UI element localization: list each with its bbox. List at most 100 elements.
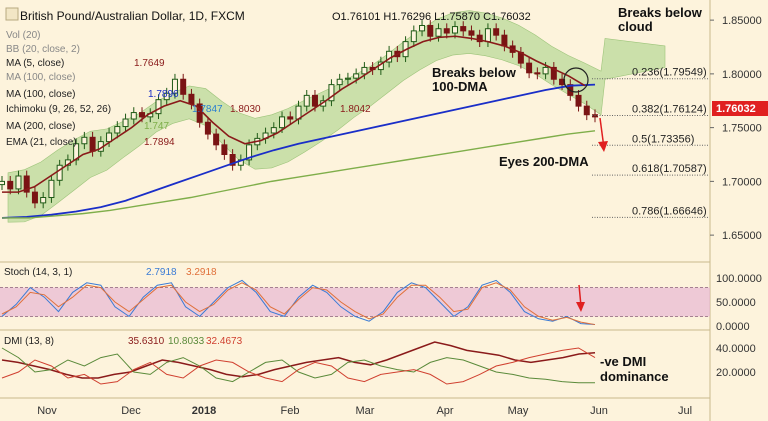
stoch-k-value: 2.7918 xyxy=(146,267,177,278)
indicator-row[interactable]: MA (100, close) xyxy=(6,72,75,83)
candle-body xyxy=(171,78,178,94)
candle-body xyxy=(130,112,137,120)
fib-label: 0.236(1.79549) xyxy=(632,67,707,79)
candle-body xyxy=(89,136,96,152)
indicator-value: 1.7896 xyxy=(148,89,179,100)
candle-body xyxy=(31,191,38,204)
indicator-row[interactable]: MA (100, close) 1.7896 xyxy=(6,89,179,100)
time-tick-label: 2018 xyxy=(192,405,216,417)
dmi-adx-value: 35.6310 xyxy=(128,336,165,347)
price-tick-label: 1.80000 xyxy=(722,69,762,81)
candle-body xyxy=(410,30,417,43)
time-tick-label: May xyxy=(508,405,529,417)
indicator-name: MA (200, close) xyxy=(6,121,75,132)
time-tick-label: Jun xyxy=(590,405,608,417)
dmi-legend: DMI (13, 8) 35.6310 10.8033 32.4673 xyxy=(4,336,243,347)
dmi-minus-line xyxy=(1,347,596,385)
candle-body xyxy=(451,26,458,34)
indicator-value: 1.7894 xyxy=(144,137,175,148)
candle-body xyxy=(106,132,113,143)
candle-body xyxy=(493,28,500,36)
indicator-row[interactable]: MA (200, close) 1.747 xyxy=(6,121,169,132)
ma100-line xyxy=(1,83,596,219)
candle-body xyxy=(303,94,310,107)
fib-label: 0.5(1.73356) xyxy=(632,133,694,145)
annotation-cloud-line1: Breaks below xyxy=(618,5,703,20)
indicator-value: 1.8030 xyxy=(230,104,261,115)
ma-lines xyxy=(1,35,596,219)
candle-body xyxy=(56,164,63,181)
candle-body xyxy=(311,94,318,107)
annotation-dmi-line2: dominance xyxy=(600,369,669,384)
fib-label: 0.618(1.70587) xyxy=(632,163,707,175)
chart-header: British Pound/Australian Dollar, 1D, FXC… xyxy=(5,7,531,23)
ema21-line xyxy=(2,35,586,193)
dmi-plus-value: 10.8033 xyxy=(168,336,205,347)
indicator-value: 1.7847 xyxy=(192,104,223,115)
dmi-minus-value: 32.4673 xyxy=(206,336,243,347)
candle-body xyxy=(221,144,228,155)
candle-body xyxy=(435,28,442,37)
fibonacci-levels: 0.236(1.79549) 0.382(1.76124) 0.5(1.73356)… xyxy=(592,67,708,218)
indicator-value: 1.7649 xyxy=(134,58,165,69)
candle-body xyxy=(460,26,467,32)
candle-body xyxy=(476,34,483,43)
candle-body xyxy=(0,180,5,186)
ma200-line xyxy=(2,130,596,219)
candle-body xyxy=(163,92,170,101)
price-tick-label: 1.75000 xyxy=(722,123,762,135)
stoch-d-line xyxy=(1,282,596,326)
annotation-cloud-line2: cloud xyxy=(618,19,653,34)
dmi-pane: 20.0000 40.0000 xyxy=(1,341,756,385)
highlight-circle xyxy=(563,67,589,93)
stoch-pane: 0.0000 50.0000 100.0000 xyxy=(0,273,762,333)
candle-body xyxy=(287,116,294,120)
stoch-k-line xyxy=(1,279,596,326)
candle-body xyxy=(575,94,582,107)
candle-body xyxy=(484,28,491,43)
fib-label: 0.786(1.66646) xyxy=(632,205,707,217)
indicator-row[interactable]: EMA (21, close) 1.7894 xyxy=(6,137,175,148)
dmi-plus-line xyxy=(1,347,595,384)
time-tick-label: Jul xyxy=(678,405,692,417)
indicator-value: 1.747 xyxy=(144,121,169,132)
indicator-row[interactable]: BB (20, close, 2) xyxy=(6,44,80,55)
time-tick-label: Feb xyxy=(281,405,300,417)
indicator-name: MA (5, close) xyxy=(6,58,64,69)
annotation-200dma: Eyes 200-DMA xyxy=(499,154,589,169)
time-tick-label: Dec xyxy=(121,405,141,417)
ohlc-values: O1.76101 H1.76296 L1.75870 C1.76032 xyxy=(332,11,531,23)
candle-body xyxy=(48,179,55,199)
indicator-row[interactable]: Ichimoku (9, 26, 52, 26) 1.7847 1.8030 1… xyxy=(6,104,371,115)
indicator-name: MA (100, close) xyxy=(6,72,75,83)
indicator-row[interactable]: Vol (20) xyxy=(6,30,40,41)
candle-body xyxy=(188,93,195,105)
annotation-100dma-line2: 100-DMA xyxy=(432,79,488,94)
indicator-row[interactable]: MA (5, close) 1.7649 xyxy=(6,58,165,69)
candle-body xyxy=(7,180,14,190)
candle-body xyxy=(229,154,236,166)
stoch-tick-label: 0.0000 xyxy=(716,321,750,333)
time-tick-label: Nov xyxy=(37,405,57,417)
stoch-arrow-head xyxy=(576,302,585,312)
annotation-100dma-line1: Breaks below xyxy=(432,65,517,80)
stoch-legend: Stoch (14, 3, 1) 2.7918 3.2918 xyxy=(4,267,217,278)
price-tick-label: 1.70000 xyxy=(722,176,762,188)
stoch-title: Stoch (14, 3, 1) xyxy=(4,267,72,278)
price-badge-value: 1.76032 xyxy=(716,103,756,115)
dmi-adx-line xyxy=(1,341,596,379)
down-arrow-head xyxy=(598,141,608,152)
price-tick-label: 1.85000 xyxy=(722,15,762,27)
indicator-name: Vol (20) xyxy=(6,30,40,41)
price-badge: 1.76032 xyxy=(712,101,768,116)
indicator-name: BB (20, close, 2) xyxy=(6,44,80,55)
candle-body xyxy=(139,112,146,118)
candle-body xyxy=(526,62,533,74)
candle-body xyxy=(196,103,203,123)
time-tick-label: Apr xyxy=(436,405,453,417)
candle-body xyxy=(180,78,187,95)
candle-body xyxy=(328,84,335,102)
price-axis: 1.65000 1.70000 1.75000 1.80000 1.85000 xyxy=(710,15,762,242)
candle-body xyxy=(81,136,88,145)
